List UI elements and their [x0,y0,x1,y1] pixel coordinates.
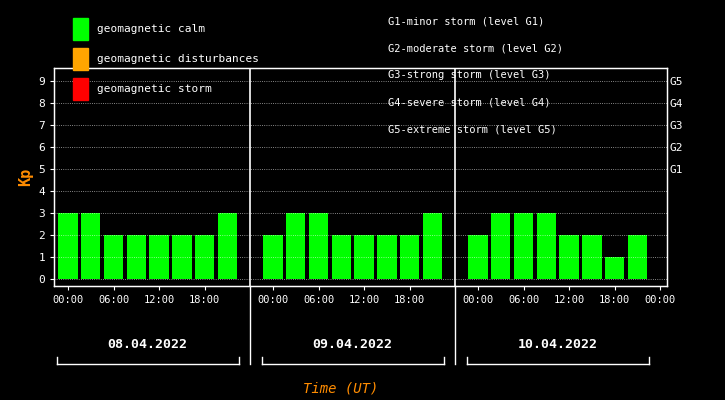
Bar [173,235,191,279]
Bar [149,235,169,279]
Bar [58,213,78,279]
Bar [491,213,510,279]
Bar [104,235,123,279]
Bar [400,235,419,279]
Bar [218,213,237,279]
Text: G1-minor storm (level G1): G1-minor storm (level G1) [388,16,544,26]
Text: G5-extreme storm (level G5): G5-extreme storm (level G5) [388,125,557,135]
Bar [468,235,488,279]
Bar [536,213,556,279]
Text: geomagnetic disturbances: geomagnetic disturbances [97,54,259,64]
Bar [514,213,533,279]
Y-axis label: Kp: Kp [18,168,33,186]
Bar [331,235,351,279]
Text: 08.04.2022: 08.04.2022 [108,338,188,351]
Bar [309,213,328,279]
Bar [263,235,283,279]
Bar [560,235,579,279]
Text: G2-moderate storm (level G2): G2-moderate storm (level G2) [388,43,563,53]
Bar [355,235,374,279]
Bar [81,213,101,279]
Text: G3-strong storm (level G3): G3-strong storm (level G3) [388,70,550,80]
Text: geomagnetic calm: geomagnetic calm [97,24,205,34]
Bar [423,213,442,279]
Bar [195,235,215,279]
Text: 09.04.2022: 09.04.2022 [312,338,393,351]
Bar [582,235,602,279]
Text: geomagnetic storm: geomagnetic storm [97,84,212,94]
Text: 10.04.2022: 10.04.2022 [518,338,597,351]
Bar [286,213,305,279]
Bar [605,257,624,279]
Bar [377,235,397,279]
Bar [628,235,647,279]
Text: Time (UT): Time (UT) [303,381,378,395]
Text: G4-severe storm (level G4): G4-severe storm (level G4) [388,98,550,108]
Bar [127,235,146,279]
